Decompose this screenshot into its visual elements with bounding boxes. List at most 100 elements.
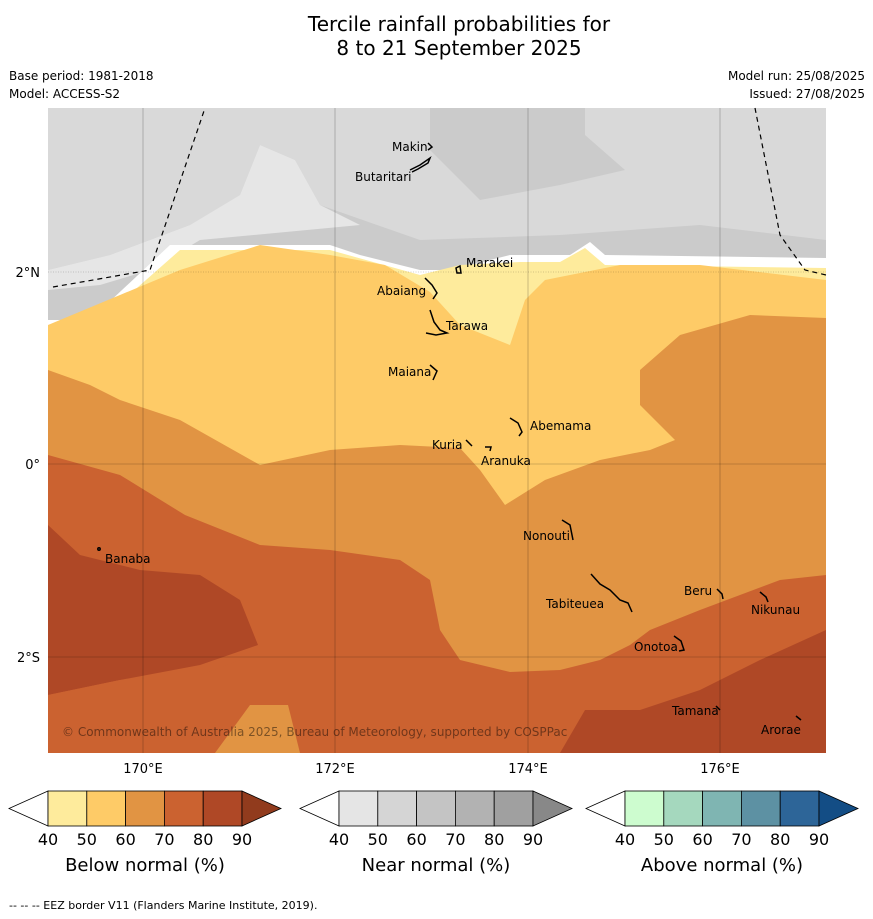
near-normal-colorbar-tick: 90 — [523, 830, 543, 849]
latitude-labels: 2°N 0° 2°S — [16, 266, 41, 666]
lon-label-174e: 174°E — [508, 762, 548, 777]
near-normal-colorbar-segment — [454, 790, 495, 827]
near-normal-colorbar-segment — [377, 790, 417, 827]
title-line-2: 8 to 21 September 2025 — [336, 36, 582, 60]
near-normal-colorbar-tick: 40 — [329, 830, 349, 849]
model-run: Model run: 25/08/2025 — [727, 69, 865, 83]
lon-label-172e: 172°E — [315, 762, 355, 777]
near-normal-50-area — [48, 108, 826, 270]
island-banaba — [97, 547, 101, 551]
eez-footnote: -- -- -- EEZ border V11 (Flanders Marine… — [9, 899, 318, 912]
label-onotoa: Onotoa — [634, 640, 678, 654]
lon-label-176e: 176°E — [700, 762, 740, 777]
island-abemama — [509, 417, 523, 437]
above-normal-colorbar-segment — [663, 790, 703, 827]
label-makin: Makin — [392, 140, 428, 154]
above-normal-colorbar: 40 50 60 70 80 90 Above normal (%) — [585, 790, 859, 876]
label-marakei: Marakei — [466, 256, 513, 270]
meta-right: Model run: 25/08/2025 Issued: 27/08/2025 — [728, 67, 865, 103]
lat-label-2s: 2°S — [17, 651, 40, 666]
island-butaritari — [409, 155, 432, 173]
below-normal-colorbar-tick: 70 — [154, 830, 174, 849]
below-normal-colorbar-tick: 50 — [77, 830, 97, 849]
label-butaritari: Butaritari — [355, 170, 412, 184]
label-aranuka: Aranuka — [481, 454, 531, 468]
below-normal-colorbar-tick: 90 — [232, 830, 252, 849]
above-normal-colorbar-segment — [624, 790, 665, 827]
lon-label-170e: 170°E — [123, 762, 163, 777]
island-maiana — [429, 364, 438, 381]
issued-date: Issued: 27/08/2025 — [749, 87, 865, 101]
island-arorae — [795, 715, 802, 721]
lat-label-0: 0° — [25, 458, 40, 473]
island-kuria — [465, 439, 473, 447]
above-normal-colorbar-label: Above normal (%) — [641, 855, 803, 876]
label-tamana: Tamana — [671, 704, 719, 718]
below-normal-colorbar-segment — [47, 790, 88, 827]
below-normal-colorbar-tick: 60 — [115, 830, 135, 849]
lat-label-2n: 2°N — [16, 266, 41, 281]
label-beru: Beru — [684, 584, 712, 598]
place-labels: Makin Butaritari Marakei Abaiang Tarawa … — [105, 140, 801, 737]
longitude-labels: 170°E 172°E 174°E 176°E — [123, 762, 740, 777]
near-normal-colorbar-low-extension — [299, 790, 340, 827]
island-aranuka — [485, 446, 492, 452]
near-normal-colorbar-tick: 70 — [445, 830, 465, 849]
near-normal-colorbar-tick: 50 — [368, 830, 388, 849]
above-normal-colorbar-tick: 50 — [654, 830, 674, 849]
island-nonouti — [561, 519, 574, 541]
eez-border — [52, 107, 827, 288]
label-nonouti: Nonouti — [523, 529, 570, 543]
island-marakei — [455, 264, 462, 274]
near-normal-colorbar-segment — [338, 790, 379, 827]
island-tabiteuea — [590, 573, 633, 613]
below-normal-colorbar-tick: 80 — [193, 830, 213, 849]
label-abaiang: Abaiang — [377, 284, 426, 298]
above-normal-colorbar-tick: 90 — [809, 830, 829, 849]
above-normal-colorbar-tick: 40 — [615, 830, 635, 849]
above-normal-colorbar-high-extension — [818, 790, 859, 827]
copyright-notice: © Commonwealth of Australia 2025, Bureau… — [62, 725, 567, 739]
chart-title: Tercile rainfall probabilities for 8 to … — [0, 12, 873, 60]
below-normal-colorbar-low-extension — [8, 790, 49, 827]
probability-fields — [48, 108, 826, 753]
island-makin — [427, 142, 434, 151]
near-normal-colorbar-segment — [493, 790, 534, 827]
below-normal-colorbar-segment — [163, 790, 204, 827]
above-normal-colorbar-segment — [779, 790, 820, 827]
base-period: Base period: 1981-2018 — [9, 69, 154, 83]
below-normal-colorbar-segment — [125, 790, 165, 827]
below-normal-60-southwest — [215, 705, 300, 753]
above-normal-colorbar-segment — [702, 790, 742, 827]
colorbar-legends: 40 50 60 70 80 90 Below normal (%) 40 50 60 70 80 90… — [8, 790, 859, 876]
above-normal-colorbar-tick: 80 — [770, 830, 790, 849]
above-normal-colorbar-segment — [741, 790, 781, 827]
label-arorae: Arorae — [761, 723, 801, 737]
island-abaiang — [424, 277, 438, 300]
near-normal-40-band — [48, 145, 360, 290]
below-normal-80-90-southeast — [560, 630, 826, 753]
model-name: Model: ACCESS-S2 — [9, 87, 121, 101]
meta-left: Base period: 1981-2018 Model: ACCESS-S2 — [9, 67, 154, 103]
below-normal-colorbar-tick: 40 — [38, 830, 58, 849]
title-line-1: Tercile rainfall probabilities for — [307, 12, 611, 36]
label-maiana: Maiana — [388, 365, 431, 379]
island-beru — [716, 588, 724, 600]
near-normal-colorbar-high-extension — [532, 790, 573, 827]
label-tabiteuea: Tabiteuea — [545, 597, 604, 611]
near-normal-colorbar-segment — [416, 790, 456, 827]
label-banaba: Banaba — [105, 552, 151, 566]
island-onotoa — [673, 635, 685, 652]
below-normal-colorbar: 40 50 60 70 80 90 Below normal (%) — [8, 790, 282, 876]
island-nikunau — [759, 591, 769, 603]
above-normal-colorbar-tick: 70 — [731, 830, 751, 849]
below-normal-80-90-west — [48, 525, 258, 695]
graticule — [48, 108, 826, 753]
below-normal-colorbar-high-extension — [241, 790, 282, 827]
below-normal-colorbar-segment — [86, 790, 127, 827]
above-normal-colorbar-low-extension — [585, 790, 626, 827]
label-nikunau: Nikunau — [751, 603, 800, 617]
island-outlines — [97, 142, 802, 721]
near-normal-colorbar-label: Near normal (%) — [362, 855, 511, 876]
